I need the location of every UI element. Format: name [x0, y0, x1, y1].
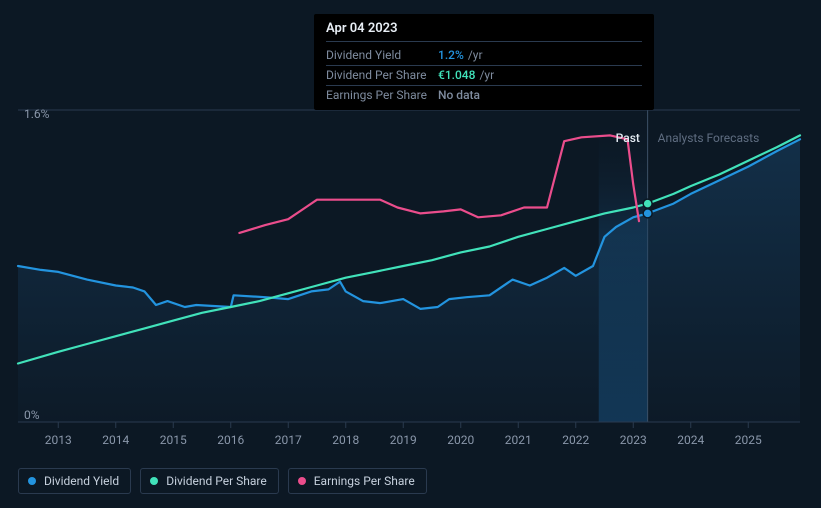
- tooltip-date: Apr 04 2023: [326, 21, 642, 42]
- x-axis-label: 2025: [735, 433, 762, 447]
- legend-item-label: Earnings Per Share: [314, 474, 415, 488]
- x-axis-label: 2024: [677, 433, 704, 447]
- legend-dot-icon: [28, 477, 36, 485]
- x-axis-label: 2021: [505, 433, 532, 447]
- tooltip-row-value: €1.048: [438, 68, 475, 82]
- x-axis-label: 2022: [562, 433, 589, 447]
- tooltip-row-value: No data: [438, 88, 480, 102]
- x-axis-label: 2017: [275, 433, 302, 447]
- tooltip-row-unit: /yr: [479, 68, 494, 82]
- y-axis-label: 1.6%: [24, 107, 49, 121]
- tooltip-row-label: Earnings Per Share: [326, 88, 438, 102]
- tooltip-row-label: Dividend Per Share: [326, 68, 438, 82]
- x-axis-label: 2014: [102, 433, 129, 447]
- legend-item-dividend-yield[interactable]: Dividend Yield: [18, 468, 131, 494]
- tooltip-row: Dividend Per Share€1.048/yr: [326, 66, 642, 86]
- tooltip: Apr 04 2023 Dividend Yield1.2%/yrDividen…: [314, 14, 654, 110]
- legend-item-dividend-per-share[interactable]: Dividend Per Share: [140, 468, 279, 494]
- tooltip-row-label: Dividend Yield: [326, 48, 438, 62]
- x-axis-label: 2013: [45, 433, 72, 447]
- legend-item-label: Dividend Per Share: [166, 474, 267, 488]
- legend-item-label: Dividend Yield: [44, 474, 119, 488]
- tooltip-row: Dividend Yield1.2% /yr: [326, 46, 642, 66]
- x-axis-label: 2015: [160, 433, 187, 447]
- region-label-forecast: Analysts Forecasts: [658, 131, 760, 145]
- legend: Dividend Yield Dividend Per Share Earnings…: [18, 468, 427, 494]
- x-axis-label: 2020: [447, 433, 474, 447]
- tooltip-row-value: 1.2%: [438, 48, 464, 62]
- tooltip-row: Earnings Per ShareNo data: [326, 86, 642, 102]
- x-axis-label: 2019: [390, 433, 417, 447]
- region-label-past: Past: [616, 131, 640, 145]
- chart-container: 0%1.6% 201320142015201620172018201920202…: [0, 0, 821, 508]
- x-axis-labels: 2013 2014 2015 2016 2017 2018 2019 2020 2021 2022…: [0, 433, 821, 453]
- legend-dot-icon: [298, 477, 306, 485]
- y-axis-label: 0%: [24, 408, 40, 422]
- x-axis-label: 2018: [332, 433, 359, 447]
- tooltip-row-unit: /yr: [468, 48, 483, 62]
- x-axis-label: 2016: [217, 433, 244, 447]
- x-axis-label: 2023: [620, 433, 647, 447]
- legend-dot-icon: [150, 477, 158, 485]
- legend-item-earnings-per-share[interactable]: Earnings Per Share: [288, 468, 427, 494]
